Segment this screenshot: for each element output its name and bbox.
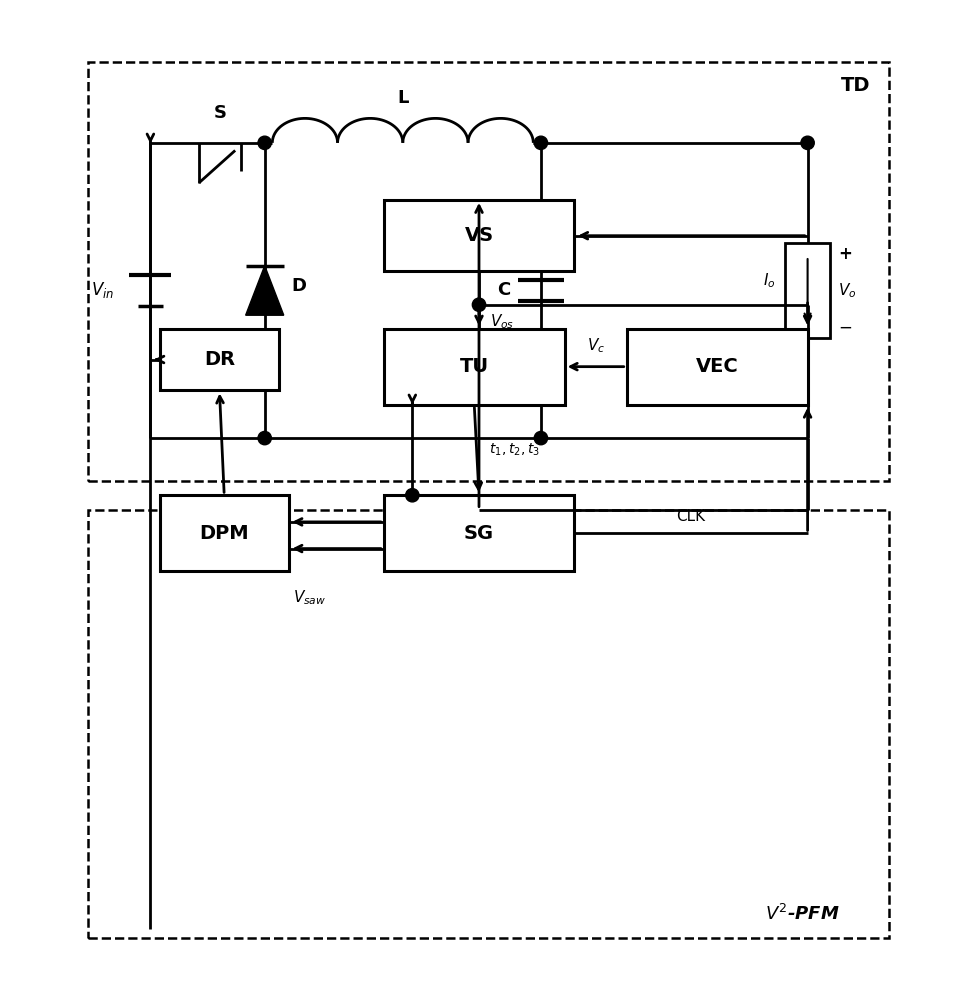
- Text: $I_o$: $I_o$: [763, 272, 775, 290]
- Bar: [160, 329, 279, 390]
- Bar: [160, 495, 288, 571]
- Text: $V_c$: $V_c$: [586, 337, 604, 355]
- Bar: [627, 329, 808, 405]
- Text: $V_{saw}$: $V_{saw}$: [293, 589, 327, 607]
- Text: $V_{os}$: $V_{os}$: [490, 312, 514, 331]
- Text: D: D: [291, 277, 307, 295]
- Circle shape: [405, 489, 419, 502]
- Bar: [384, 329, 564, 405]
- Text: TD: TD: [841, 76, 871, 95]
- Bar: [785, 243, 831, 338]
- Text: C: C: [497, 281, 511, 299]
- Bar: [384, 495, 574, 571]
- Text: DR: DR: [204, 350, 235, 369]
- Text: $V_{in}$: $V_{in}$: [91, 280, 114, 300]
- Circle shape: [472, 298, 486, 311]
- Text: VS: VS: [465, 226, 493, 245]
- Text: $V^2$-PFM: $V^2$-PFM: [764, 904, 839, 924]
- Text: +: +: [838, 245, 852, 263]
- Text: S: S: [214, 104, 226, 122]
- Text: $t_1, t_2, t_3$: $t_1, t_2, t_3$: [489, 442, 539, 458]
- Text: VEC: VEC: [696, 357, 739, 376]
- Text: $V_o$: $V_o$: [838, 281, 856, 300]
- Circle shape: [535, 431, 548, 445]
- Circle shape: [258, 136, 271, 150]
- Bar: [384, 200, 574, 271]
- Bar: [88, 62, 889, 481]
- Polygon shape: [245, 266, 284, 315]
- Text: TU: TU: [460, 357, 489, 376]
- Circle shape: [535, 136, 548, 150]
- Text: SG: SG: [464, 524, 494, 543]
- Bar: [88, 510, 889, 938]
- Text: L: L: [398, 89, 408, 107]
- Text: CLK: CLK: [676, 509, 705, 524]
- Circle shape: [258, 431, 271, 445]
- Text: $-$: $-$: [838, 318, 853, 336]
- Circle shape: [801, 136, 814, 150]
- Text: DPM: DPM: [199, 524, 249, 543]
